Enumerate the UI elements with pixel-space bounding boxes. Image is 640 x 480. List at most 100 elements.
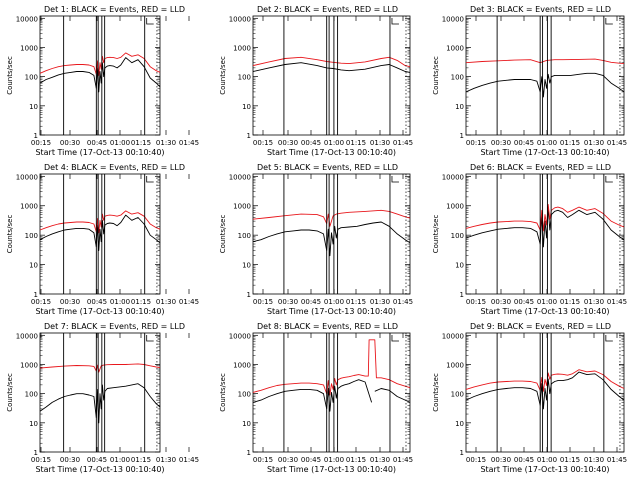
panel-title: Det 1: BLACK = Events, RED = LLD <box>44 5 185 14</box>
y-tick-label: 100 <box>25 74 38 82</box>
x-tick-label: 00:45 <box>514 139 534 147</box>
y-tick-label: 10 <box>242 262 251 270</box>
series-events-2-line <box>374 388 411 403</box>
panel-title: Det 8: BLACK = Events, RED = LLD <box>257 322 398 331</box>
panel-det-2: Det 2: BLACK = Events, RED = LLD 1 10 100 10… <box>219 5 413 157</box>
plot-frame <box>252 173 411 295</box>
x-tick-label: 01:45 <box>179 139 199 147</box>
x-tick-label: 01:30 <box>156 139 176 147</box>
x-tick-label: 01:00 <box>324 456 344 464</box>
x-tick-label: 01:45 <box>607 139 627 147</box>
x-tick-label: 01:00 <box>110 298 130 306</box>
y-tick-label: 10000 <box>442 15 464 23</box>
bracket-marker <box>146 176 154 183</box>
y-tick-label: 1 <box>460 449 464 457</box>
series-lld-line <box>252 339 411 396</box>
y-tick-label: 10000 <box>16 173 38 181</box>
y-tick-label: 10 <box>455 262 464 270</box>
y-tick-label: 100 <box>25 391 38 399</box>
y-tick-label: 10 <box>29 262 38 270</box>
x-tick-label: 01:15 <box>131 298 151 306</box>
x-tick-label: 00:45 <box>87 456 107 464</box>
x-tick-label: 00:30 <box>278 456 298 464</box>
series-events-line <box>465 371 625 410</box>
x-tick-label: 01:30 <box>156 298 176 306</box>
x-axis-title: Start Time (17-Oct-13 00:10:40) <box>267 465 396 474</box>
x-tick-label: 00:30 <box>60 298 80 306</box>
x-tick-label: 00:30 <box>60 139 80 147</box>
panel-det-3: Det 3: BLACK = Events, RED = LLD 1 10 100 10… <box>432 5 627 157</box>
panel-title: Det 5: BLACK = Events, RED = LLD <box>257 163 398 172</box>
x-axis-title: Start Time (17-Oct-13 00:10:40) <box>267 148 396 157</box>
y-tick-label: 100 <box>451 391 464 399</box>
y-tick-label: 10 <box>242 103 251 111</box>
x-tick-label: 00:30 <box>60 456 80 464</box>
y-axis-title: Counts/sec <box>432 215 440 254</box>
x-tick-label: 01:45 <box>179 456 199 464</box>
bracket-marker <box>605 18 613 25</box>
x-axis-title: Start Time (17-Oct-13 00:10:40) <box>35 465 164 474</box>
y-tick-label: 10000 <box>16 332 38 340</box>
x-tick-label: 00:45 <box>301 456 321 464</box>
y-tick-label: 10000 <box>442 332 464 340</box>
x-axis-title: Start Time (17-Oct-13 00:10:40) <box>480 307 609 316</box>
x-tick-label: 01:45 <box>393 298 413 306</box>
x-tick-label: 01:30 <box>370 298 390 306</box>
y-tick-label: 100 <box>238 391 251 399</box>
x-tick-label: 01:15 <box>131 456 151 464</box>
bracket-marker <box>146 18 154 25</box>
plot-frame <box>465 15 625 136</box>
x-tick-label: 01:00 <box>537 298 557 306</box>
x-tick-label: 01:15 <box>560 298 580 306</box>
x-tick-label: 00:15 <box>253 456 273 464</box>
series-lld-line <box>39 363 161 373</box>
y-tick-label: 10000 <box>16 15 38 23</box>
panel-det-5: Det 5: BLACK = Events, RED = LLD 1 10 100 10… <box>219 163 413 316</box>
bracket-marker <box>391 18 399 25</box>
y-axis-title: Counts/sec <box>219 215 227 254</box>
plot-frame <box>465 332 625 453</box>
y-tick-label: 10 <box>29 103 38 111</box>
x-tick-label: 00:30 <box>491 456 511 464</box>
x-tick-label: 01:30 <box>584 456 604 464</box>
y-tick-label: 1000 <box>20 361 38 369</box>
bracket-marker <box>391 176 399 183</box>
panel-det-9: Det 9: BLACK = Events, RED = LLD 1 10 100 10… <box>432 322 627 474</box>
y-tick-label: 1 <box>460 132 464 140</box>
x-tick-label: 01:00 <box>324 298 344 306</box>
y-axis-title: Counts/sec <box>219 56 227 95</box>
x-tick-label: 01:15 <box>346 298 366 306</box>
y-tick-label: 10000 <box>442 173 464 181</box>
y-tick-label: 1 <box>247 291 251 299</box>
panel-det-6: Det 6: BLACK = Events, RED = LLD 1 10 100 10… <box>432 163 627 316</box>
x-tick-label: 00:15 <box>466 456 486 464</box>
y-tick-label: 10 <box>455 420 464 428</box>
x-tick-label: 01:15 <box>131 139 151 147</box>
x-tick-label: 00:15 <box>253 298 273 306</box>
y-tick-label: 10000 <box>229 332 251 340</box>
y-tick-label: 100 <box>25 232 38 240</box>
y-tick-label: 1000 <box>446 44 464 52</box>
x-tick-label: 01:00 <box>110 139 130 147</box>
series-lld-line <box>252 56 411 68</box>
series-events-line <box>465 206 625 248</box>
x-tick-label: 00:45 <box>514 298 534 306</box>
series-events-line <box>252 221 411 257</box>
y-tick-label: 100 <box>451 232 464 240</box>
x-tick-label: 00:15 <box>31 298 51 306</box>
x-tick-label: 01:00 <box>537 456 557 464</box>
y-tick-label: 1000 <box>233 203 251 211</box>
panel-title: Det 7: BLACK = Events, RED = LLD <box>44 322 185 331</box>
y-tick-label: 1000 <box>233 44 251 52</box>
x-axis-title: Start Time (17-Oct-13 00:10:40) <box>480 465 609 474</box>
x-tick-label: 00:15 <box>466 139 486 147</box>
y-axis-title: Counts/sec <box>219 373 227 412</box>
x-axis-title: Start Time (17-Oct-13 00:10:40) <box>267 307 396 316</box>
y-tick-label: 1000 <box>446 203 464 211</box>
y-axis-title: Counts/sec <box>432 56 440 95</box>
x-tick-label: 00:30 <box>491 298 511 306</box>
x-tick-label: 01:30 <box>584 139 604 147</box>
y-tick-label: 1 <box>247 132 251 140</box>
y-tick-label: 1 <box>34 132 38 140</box>
